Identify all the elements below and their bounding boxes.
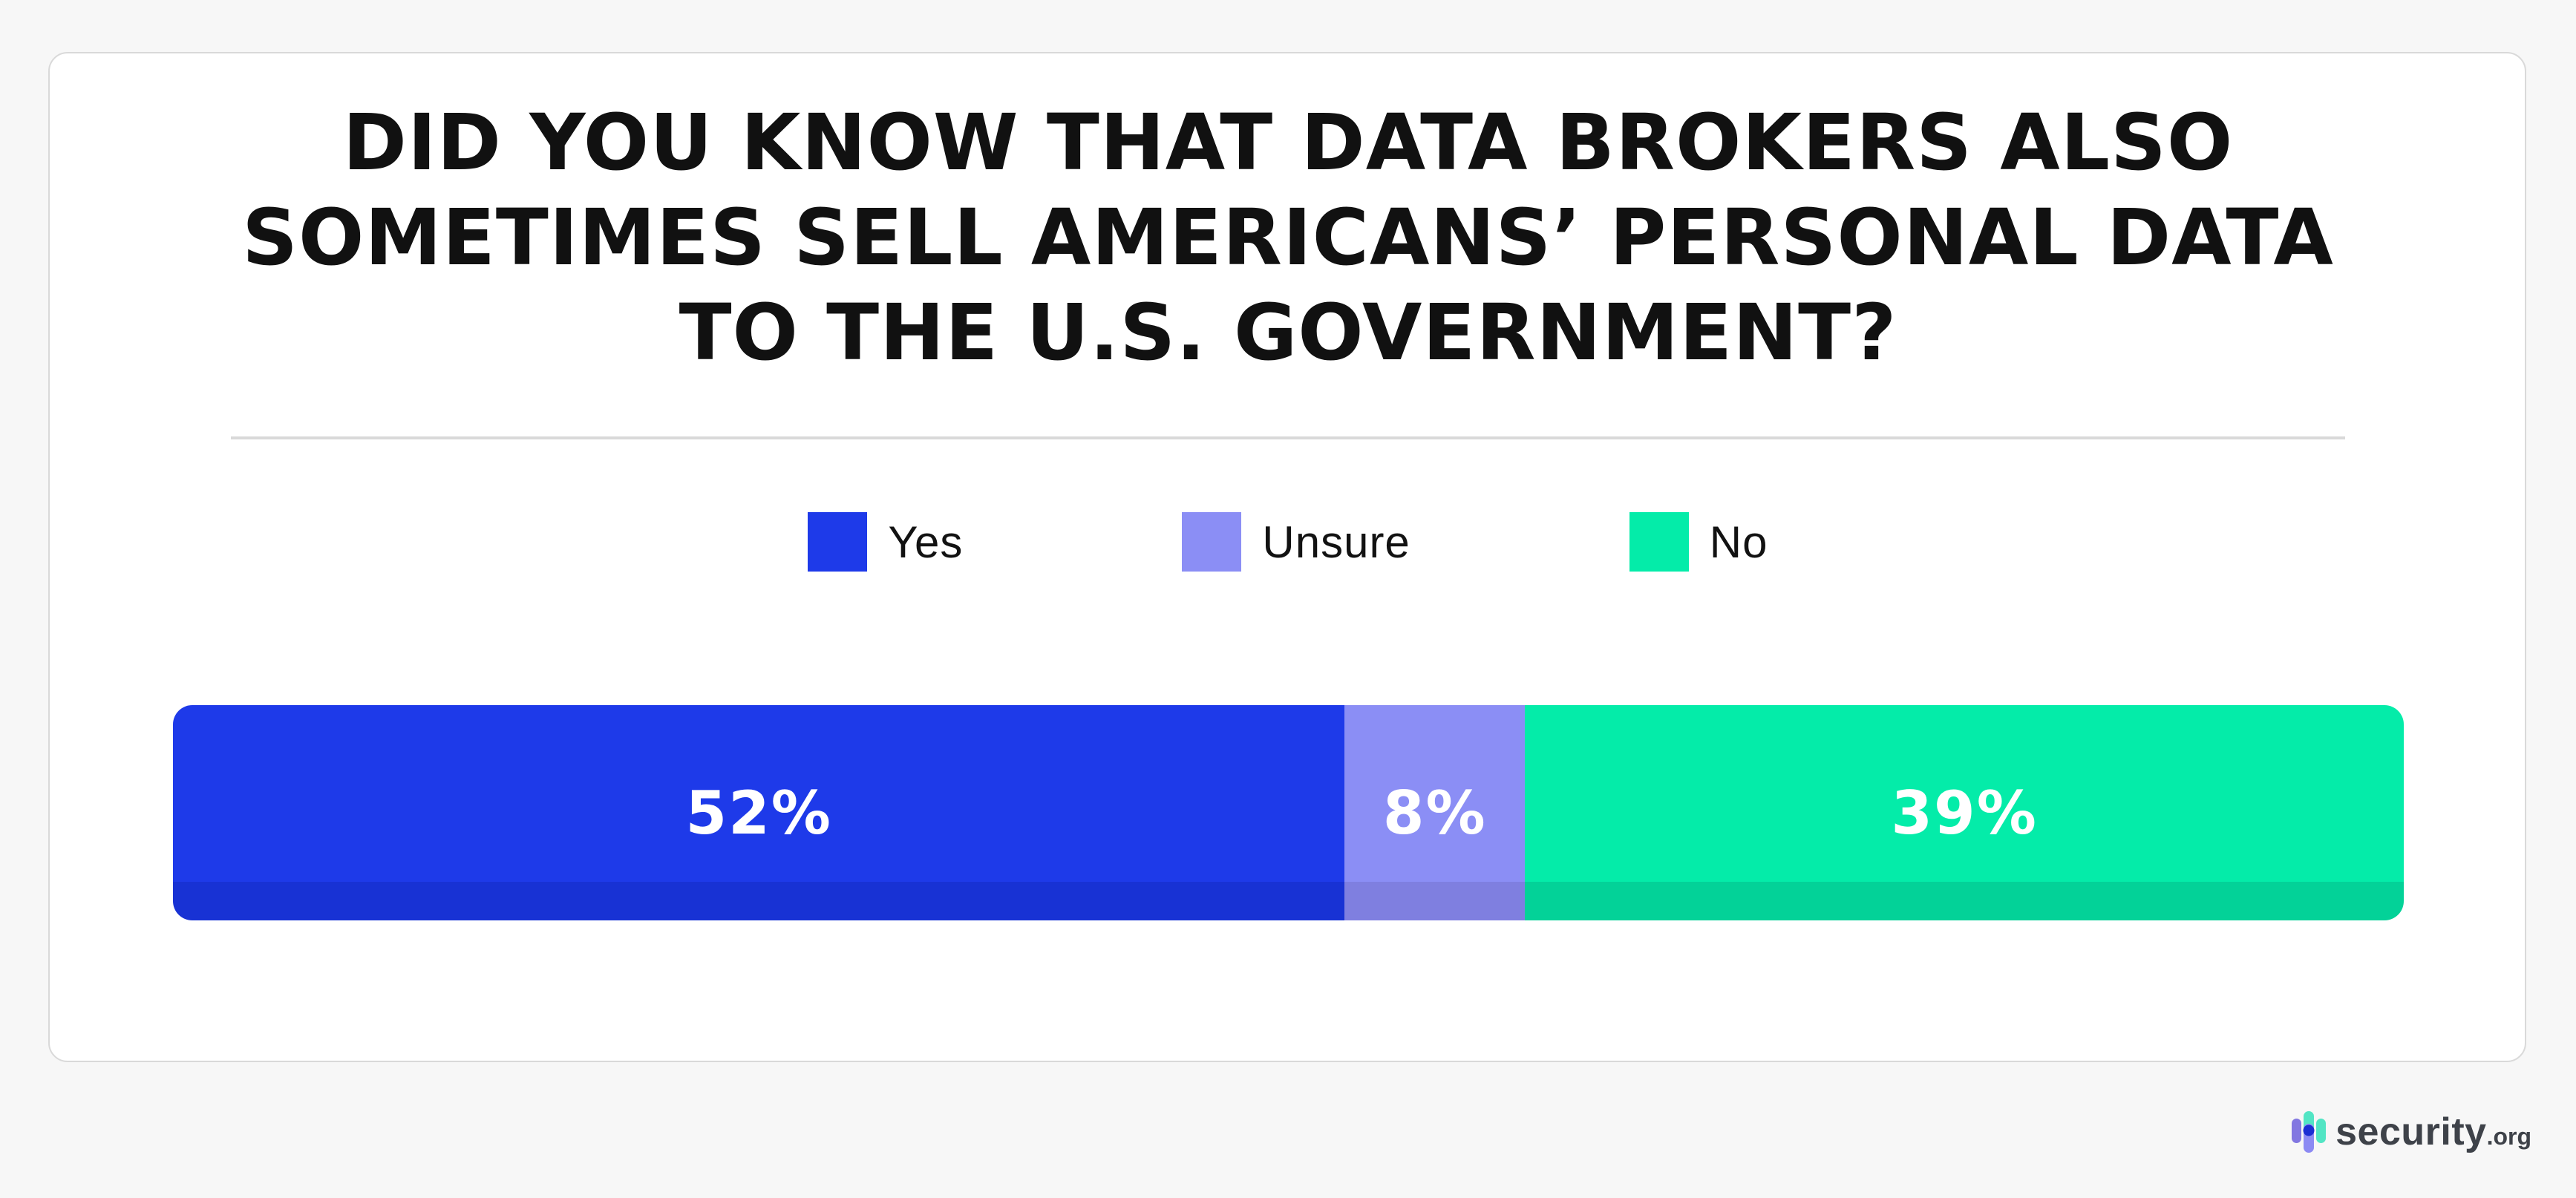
bar-value-unsure: 8% [1382,778,1487,848]
legend: Yes Unsure No [0,512,2576,572]
logo-wordmark: security.org [2335,1110,2531,1154]
chart-title-line-1: DID YOU KNOW THAT DATA BROKERS ALSO [342,97,2234,188]
chart-title-line-3: TO THE U.S. GOVERNMENT? [679,287,1897,378]
chart-title-line-2: SOMETIMES SELL AMERICANS’ PERSONAL DATA [242,192,2334,283]
bar-value-no: 39% [1891,778,2038,848]
security-org-logo: security.org [2292,1100,2531,1164]
logo-brand-text: security [2335,1110,2487,1153]
legend-item-unsure: Unsure [1182,512,1410,572]
legend-label-no: No [1709,517,1768,567]
bar-segment-yes: 52% [173,705,1345,920]
legend-swatch-no [1629,512,1689,572]
bar-segment-unsure: 8% [1344,705,1526,920]
legend-swatch-unsure [1182,512,1242,572]
logo-tld-text: .org [2486,1123,2531,1150]
title-divider [231,436,2345,439]
legend-item-yes: Yes [808,512,963,572]
legend-item-no: No [1629,512,1768,572]
chart-title: DID YOU KNOW THAT DATA BROKERS ALSO SOME… [0,95,2576,380]
security-logo-icon [2292,1111,2327,1153]
bar-value-yes: 52% [685,778,832,848]
stacked-bar: 52% 8% 39% [173,705,2404,920]
bar-segment-no: 39% [1525,705,2404,920]
legend-label-yes: Yes [888,517,964,567]
legend-swatch-yes [808,512,868,572]
legend-label-unsure: Unsure [1262,517,1410,567]
